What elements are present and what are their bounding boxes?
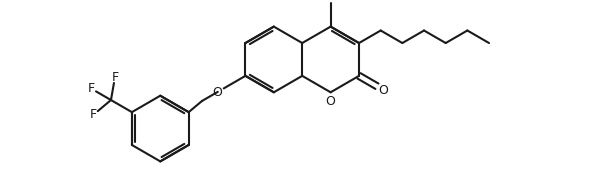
Text: O: O <box>326 95 335 108</box>
Text: F: F <box>111 71 118 84</box>
Text: F: F <box>88 82 95 95</box>
Text: O: O <box>212 86 222 99</box>
Text: O: O <box>379 84 389 97</box>
Text: F: F <box>90 108 97 121</box>
